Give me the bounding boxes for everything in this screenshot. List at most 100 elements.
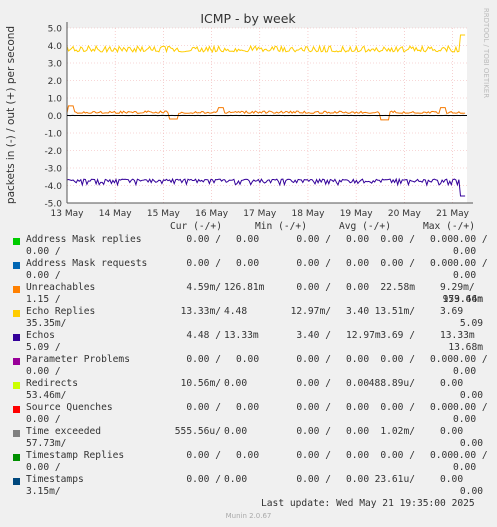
legend-value: 0.00 bbox=[453, 414, 477, 425]
legend-value: 0.00 bbox=[236, 354, 260, 365]
axis-layer: 5.0 4.0 3.0 2.0 1.0 0.0 -1.0 -2.0 -3.0 -4.0 -5.013… bbox=[44, 22, 473, 219]
legend-label: Redirects bbox=[26, 378, 78, 389]
legend-value: 0.00 bbox=[453, 246, 477, 257]
legend-value: 0.00 bbox=[346, 378, 370, 389]
series-line bbox=[66, 177, 466, 197]
legend-value: 0.00 / bbox=[296, 474, 331, 485]
legend-header-cur: Cur (-/+) bbox=[170, 221, 222, 232]
legend-header-avg: Avg (-/+) bbox=[339, 221, 391, 232]
legend-value-wrapped: 3.15m/ bbox=[26, 486, 61, 497]
legend-value: 0.00 bbox=[236, 234, 260, 245]
legend-row: Address Mask requests 0.00 /0.00 0.00 /0.0… bbox=[0, 257, 497, 281]
y-tick-label: 3.0 bbox=[48, 60, 63, 70]
legend-value: 0.00 / bbox=[186, 450, 221, 461]
legend-value: 0.00 / bbox=[296, 426, 331, 437]
legend-value: 0.00 bbox=[236, 258, 260, 269]
legend-value: 13.33m/ bbox=[180, 306, 221, 317]
legend-value: 13.68m bbox=[448, 342, 483, 353]
legend-swatch bbox=[13, 238, 20, 245]
y-tick-label: 1.0 bbox=[48, 95, 63, 105]
legend-label: Source Quenches bbox=[26, 402, 113, 413]
legend-value: 0.00 / bbox=[186, 474, 221, 485]
legend-value: 0.00 / bbox=[296, 354, 331, 365]
series-line bbox=[66, 105, 466, 121]
legend-value: 0.00 bbox=[453, 270, 477, 281]
legend-value: 0.00 / bbox=[186, 258, 221, 269]
legend-value: 0.00 bbox=[440, 426, 464, 437]
legend-value-wrapped: 53.46m/ bbox=[26, 390, 67, 401]
legend-value: 0.00 / bbox=[186, 234, 221, 245]
legend-value: 0.00 / bbox=[296, 234, 331, 245]
legend-value: 0.00 bbox=[430, 258, 454, 269]
x-tick-label: 16 May bbox=[195, 209, 229, 219]
legend-value: 4.48 / bbox=[186, 330, 221, 341]
legend-row: Parameter Problems 0.00 /0.00 0.00 /0.00 0.… bbox=[0, 353, 497, 377]
legend-value: 488.89u/ bbox=[368, 378, 415, 389]
y-tick-label: 5.0 bbox=[48, 25, 63, 35]
legend-value: 0.00 bbox=[346, 354, 370, 365]
legend-value: 0.00 bbox=[459, 438, 483, 449]
legend-value: 0.00 bbox=[236, 450, 260, 461]
x-tick-label: 18 May bbox=[292, 209, 326, 219]
legend-value: 3.40 / bbox=[296, 330, 331, 341]
y-tick-label: 2.0 bbox=[48, 77, 63, 87]
legend-value: 0.00 / bbox=[296, 378, 331, 389]
legend-value-wrapped: 0.00 / bbox=[26, 366, 61, 377]
legend-value: 0.00 bbox=[430, 354, 454, 365]
legend-row: Source Quenches 0.00 / 0.00 0.00 / 0.00 0.00 … bbox=[0, 401, 497, 425]
legend-label: Unreachables bbox=[26, 282, 96, 293]
legend-value: 0.00 bbox=[459, 390, 483, 401]
legend-value: 0.00 / bbox=[453, 258, 488, 269]
legend-value: 0.00 bbox=[236, 402, 260, 413]
legend-swatch bbox=[13, 334, 20, 341]
x-tick-label: 17 May bbox=[243, 209, 277, 219]
legend-value: 0.00 bbox=[346, 258, 370, 269]
x-tick-label: 19 May bbox=[340, 209, 374, 219]
x-tick-label: 15 May bbox=[147, 209, 181, 219]
legend-value: 22.58m bbox=[380, 282, 415, 293]
legend-swatch bbox=[13, 454, 20, 461]
y-tick-label: 0.0 bbox=[48, 112, 63, 122]
y-tick-label: 4.0 bbox=[48, 42, 63, 52]
legend-value: 0.00 bbox=[430, 450, 454, 461]
legend-value: 0.00 / bbox=[296, 258, 331, 269]
legend-value: 0.00 / bbox=[186, 402, 221, 413]
legend-swatch bbox=[13, 286, 20, 293]
legend-value-wrapped: 0.00 / bbox=[26, 462, 61, 473]
legend-label: Parameter Problems bbox=[26, 354, 130, 365]
legend-value: 4.48 bbox=[224, 306, 248, 317]
munin-version: Munin 2.0.67 bbox=[225, 512, 272, 520]
legend-label: Address Mask requests bbox=[26, 258, 148, 269]
legend-value: 0.00 bbox=[346, 282, 370, 293]
legend-swatch bbox=[13, 406, 20, 413]
legend-swatch bbox=[13, 262, 20, 269]
legend-value: 0.00 bbox=[224, 474, 248, 485]
legend-value: 0.00 / bbox=[453, 354, 488, 365]
legend-value: 0.00 bbox=[459, 486, 483, 497]
legend-swatch bbox=[13, 478, 20, 485]
legend-value: 0.00 bbox=[346, 474, 370, 485]
legend-value: 126.81m bbox=[224, 282, 265, 293]
legend-value-wrapped: 0.00 / bbox=[26, 246, 61, 257]
legend-swatch bbox=[13, 382, 20, 389]
legend-value-wrapped: 35.35m/ bbox=[26, 318, 67, 329]
legend-swatch bbox=[13, 310, 20, 317]
legend-value: 5.09 bbox=[459, 318, 483, 329]
y-tick-label: -3.0 bbox=[44, 165, 62, 175]
y-tick-label: -2.0 bbox=[44, 147, 62, 157]
legend-value: 0.00 bbox=[430, 402, 454, 413]
legend-value-wrapped: 0.00 / bbox=[26, 270, 61, 281]
rrdtool-credit: RRDTOOL / TOBI OETIKER bbox=[482, 8, 490, 98]
legend-value: 0.00 bbox=[224, 378, 248, 389]
x-tick-label: 14 May bbox=[99, 209, 133, 219]
legend-value: 0.00 / bbox=[296, 402, 331, 413]
legend-value: 0.00 / bbox=[380, 402, 415, 413]
legend-value: 973.44m bbox=[442, 294, 483, 305]
legend-row: Timestamp Replies 0.00 /0.00 0.00 /0.00 0.0… bbox=[0, 449, 497, 473]
legend-row: Unreachables 4.59m/126.81m 0.00 / 0.00 22.58… bbox=[0, 281, 497, 305]
x-tick-label: 21 May bbox=[436, 209, 470, 219]
legend-value: 1.02m/ bbox=[380, 426, 415, 437]
legend-value-wrapped: 1.15 / bbox=[26, 294, 61, 305]
legend-value: 0.00 / bbox=[453, 234, 488, 245]
legend-row: Timestamps 0.00 /0.00 0.00 /0.00 23.61u/0.0… bbox=[0, 473, 497, 497]
